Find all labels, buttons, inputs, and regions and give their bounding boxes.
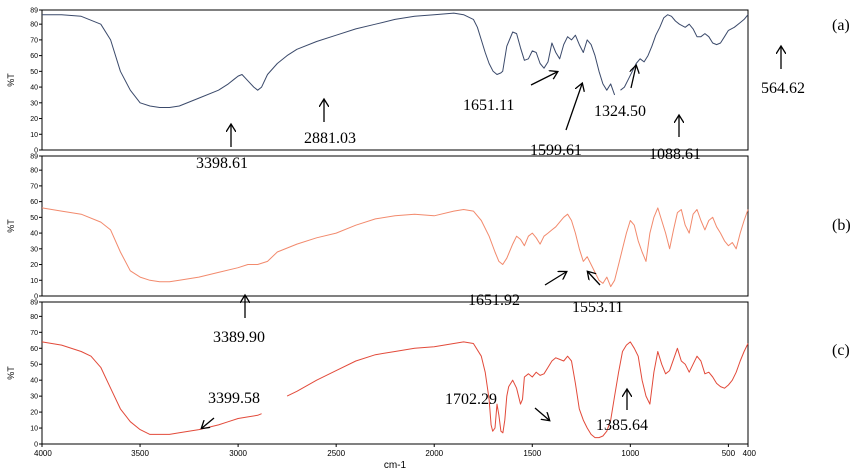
peak-arrow [202, 417, 215, 428]
y-tick-label: 89 [30, 300, 38, 307]
x-tick-label: 3500 [131, 449, 149, 458]
spectrum-line-1-2 [620, 14, 749, 91]
peak-annotation: 1599.61 [530, 84, 582, 159]
peak-annotation: 1324.50 [594, 66, 646, 120]
peak-annotation: 3389.90 [213, 296, 265, 346]
x-tick-label: 4000 [34, 449, 52, 458]
peak-label: 1385.64 [596, 417, 648, 434]
panel-label: (b) [832, 217, 851, 234]
x-tick-label: 500 [722, 449, 736, 458]
panel-label: (c) [832, 342, 850, 359]
y-tick-label: 50 [30, 215, 38, 222]
x-tick-label: 2500 [327, 449, 345, 458]
y-tick-label: 40 [30, 85, 38, 92]
plot-frame [41, 9, 749, 151]
y-tick-label: 70 [30, 330, 38, 337]
peak-annotation: 3398.61 [196, 125, 248, 172]
y-tick-label: 0 [34, 294, 38, 301]
peak-annotation: 1702.29 [445, 391, 549, 420]
peak-annotation: 1088.61 [649, 116, 701, 163]
peak-annotation: 1651.92 [468, 272, 566, 309]
x-tick-label: 1500 [523, 449, 541, 458]
peak-arrow [588, 272, 601, 286]
peak-arrow [631, 66, 636, 89]
y-tick-label: 80 [30, 314, 38, 321]
peak-label: 1651.92 [468, 292, 520, 309]
peak-annotation: 1553.11 [572, 272, 623, 316]
peak-label: 1702.29 [445, 391, 497, 408]
y-tick-label: 40 [30, 231, 38, 238]
peak-label: 1324.50 [594, 103, 646, 120]
y-tick-label: 50 [30, 362, 38, 369]
y-tick-label: 70 [30, 183, 38, 190]
x-axis-label: cm-1 [384, 460, 407, 471]
peak-label: 1088.61 [649, 146, 701, 163]
peak-arrow [530, 72, 557, 86]
y-axis-label: %T [6, 219, 16, 233]
y-tick-label: 20 [30, 410, 38, 417]
peak-arrow [534, 407, 549, 420]
peak-label: 1553.11 [572, 299, 623, 316]
peak-arrow [565, 84, 582, 131]
plot-frame [41, 155, 749, 297]
y-axis-label: %T [6, 73, 16, 87]
y-tick-label: 30 [30, 246, 38, 253]
y-tick-label: 80 [30, 168, 38, 175]
y-tick-label: 10 [30, 132, 38, 139]
peak-arrow [544, 272, 566, 286]
y-tick-label: 80 [30, 22, 38, 29]
x-tick-label: 3000 [229, 449, 247, 458]
y-tick-label: 89 [30, 154, 38, 161]
y-tick-label: 60 [30, 346, 38, 353]
peak-label: 3389.90 [213, 329, 265, 346]
spectrum-line-3-2 [286, 341, 749, 439]
y-tick-label: 20 [30, 116, 38, 123]
y-tick-label: 70 [30, 37, 38, 44]
y-tick-label: 10 [30, 278, 38, 285]
peak-annotation: 564.62 [761, 47, 805, 97]
y-tick-label: 30 [30, 100, 38, 107]
y-tick-label: 0 [34, 442, 38, 449]
panel-1: 89 80 70 60 50 40 30 20 10 0 %T (a) [6, 8, 850, 155]
x-tick-label: 400 [743, 449, 757, 458]
y-tick-label: 10 [30, 426, 38, 433]
plot-frame [41, 301, 749, 445]
x-tick-label: 2000 [425, 449, 443, 458]
y-tick-label: 60 [30, 53, 38, 60]
peak-label: 1651.11 [463, 97, 514, 114]
y-axis-label: %T [6, 366, 16, 380]
peak-annotation: 3399.58 [202, 390, 260, 428]
peak-annotation: 1651.11 [463, 72, 557, 114]
y-tick-label: 20 [30, 262, 38, 269]
peak-annotation: 2881.03 [304, 100, 356, 147]
y-tick-label: 30 [30, 394, 38, 401]
y-tick-label: 50 [30, 69, 38, 76]
peak-label: 1599.61 [530, 142, 582, 159]
y-tick-label: 60 [30, 199, 38, 206]
panel-3: 89 80 70 60 50 40 30 20 10 0 %T (c) [6, 300, 850, 449]
panel-label: (a) [832, 17, 850, 34]
x-tick-label: 1000 [621, 449, 639, 458]
peak-label: 3399.58 [208, 390, 260, 407]
spectrum-line-3-1 [41, 341, 262, 435]
y-tick-label: 40 [30, 378, 38, 385]
x-axis: 4000 3500 3000 2500 2000 1500 1000 500 400 cm-1 [34, 444, 757, 471]
panel-2: 89 80 70 60 50 40 30 20 10 0 %T (b) [6, 154, 851, 301]
spectrum-line-1-1 [42, 12, 616, 108]
y-tick-label: 89 [30, 8, 38, 15]
peak-annotation: 1385.64 [596, 390, 648, 434]
spectrum-line-2-1 [41, 207, 749, 288]
peak-label: 3398.61 [196, 155, 248, 172]
peak-label: 564.62 [761, 80, 805, 97]
y-tick-label: 0 [34, 148, 38, 155]
peak-label: 2881.03 [304, 130, 356, 147]
